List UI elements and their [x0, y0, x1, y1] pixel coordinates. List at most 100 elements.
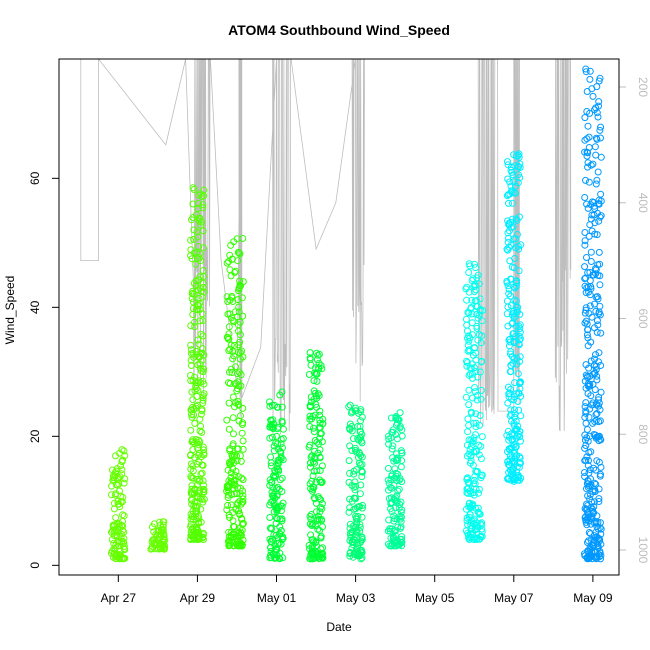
scatter-point: [228, 292, 236, 300]
scatter-point: [510, 355, 518, 363]
scatter-point: [187, 236, 195, 244]
scatter-point: [148, 542, 156, 550]
scatter-point: [581, 403, 589, 411]
scatter-point: [477, 358, 485, 366]
scatter-point: [514, 152, 522, 159]
pressure-trace-line: [80, 57, 572, 435]
scatter-point: [517, 241, 525, 249]
scatter-point: [582, 384, 590, 392]
scatter-point: [478, 519, 486, 527]
scatter-point: [507, 411, 515, 419]
scatter-point: [307, 398, 315, 406]
scatter-point: [223, 487, 231, 495]
scatter-point: [512, 417, 520, 425]
scatter-point: [318, 517, 325, 525]
scatter-point: [230, 352, 238, 360]
scatter-point: [235, 368, 243, 376]
scatter-point: [271, 473, 279, 481]
scatter-point: [194, 243, 202, 250]
scatter-point: [117, 462, 125, 470]
scatter-point: [224, 334, 232, 342]
scatter-point: [357, 417, 365, 425]
scatter-point: [513, 216, 521, 224]
scatter-point: [278, 474, 286, 482]
scatter-point: [462, 315, 470, 323]
scatter-point: [190, 405, 198, 413]
chart-title: ATOM4 Southbound Wind_Speed: [228, 22, 450, 38]
scatter-point: [315, 440, 323, 448]
scatter-point: [199, 244, 207, 252]
scatter-point: [154, 528, 162, 536]
scatter-point: [505, 234, 512, 242]
scatter-point: [111, 469, 119, 477]
scatter-point: [198, 428, 206, 436]
scatter-point: [477, 395, 485, 403]
scatter-point: [273, 491, 281, 499]
scatter-point: [503, 297, 511, 305]
scatter-point: [188, 500, 196, 508]
scatter-point: [196, 214, 204, 222]
scatter-point: [597, 329, 605, 337]
scatter-point: [223, 293, 231, 301]
scatter-point: [306, 423, 314, 430]
scatter-point: [195, 276, 203, 284]
scatter-point: [192, 260, 200, 268]
scatter-point: [267, 459, 275, 467]
scatter-point: [589, 160, 597, 168]
scatter-point: [155, 545, 162, 553]
scatter-point: [398, 506, 406, 514]
scatter-point: [270, 442, 278, 450]
scatter-point: [393, 421, 400, 429]
scatter-point: [586, 291, 594, 299]
scatter-point: [224, 501, 232, 509]
scatter-point: [272, 531, 280, 539]
scatter-point: [504, 457, 512, 465]
scatter-point: [318, 553, 326, 561]
scatter-point: [587, 161, 595, 169]
y-right-tick-label: 600: [636, 308, 650, 328]
scatter-point: [392, 469, 400, 477]
scatter-point: [592, 180, 600, 188]
scatter-point: [189, 396, 197, 404]
scatter-point: [268, 525, 276, 533]
scatter-point: [348, 544, 356, 552]
scatter-point: [593, 109, 601, 117]
scatter-point: [270, 472, 278, 480]
scatter-point: [346, 442, 354, 450]
scatter-point: [588, 313, 596, 321]
scatter-point: [236, 250, 244, 258]
scatter-point: [345, 457, 353, 465]
y-right-tick-label: 400: [636, 193, 650, 213]
scatter-point: [351, 536, 359, 544]
scatter-point: [197, 330, 205, 338]
scatter-point: [159, 526, 167, 534]
x-tick-label: May 01: [257, 591, 297, 605]
scatter-point: [513, 306, 521, 314]
scatter-point: [230, 430, 237, 438]
scatter-point: [597, 153, 605, 161]
scatter-point: [587, 357, 595, 365]
scatter-point: [505, 475, 512, 483]
scatter-point: [274, 483, 282, 491]
scatter-point: [514, 370, 522, 378]
scatter-point: [587, 215, 595, 223]
scatter-point: [504, 383, 512, 391]
scatter-point: [471, 472, 479, 480]
scatter-point: [198, 405, 206, 413]
scatter-point: [266, 535, 274, 543]
scatter-point: [273, 463, 281, 471]
scatter-point: [504, 322, 512, 330]
scatter-point: [310, 484, 318, 492]
scatter-point: [465, 260, 473, 268]
scatter-point: [587, 448, 595, 456]
scatter-point: [192, 282, 200, 290]
scatter-point: [585, 133, 593, 141]
scatter-point: [473, 468, 481, 476]
scatter-point: [232, 505, 240, 513]
scatter-point: [239, 445, 247, 453]
scatter-point: [597, 212, 605, 220]
scatter-point: [269, 535, 276, 543]
scatter-point: [354, 549, 362, 557]
scatter-point: [317, 545, 325, 553]
scatter-point: [119, 511, 127, 519]
